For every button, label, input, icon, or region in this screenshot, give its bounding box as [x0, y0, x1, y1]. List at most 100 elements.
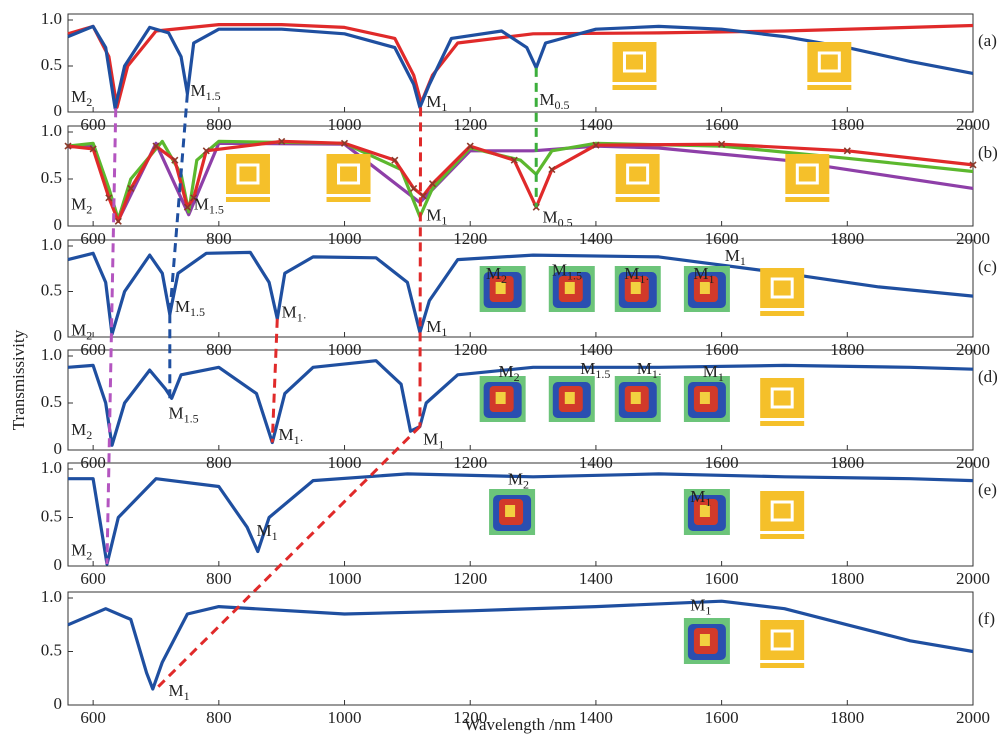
mode-label: M1.5	[580, 359, 610, 381]
icon-body	[760, 491, 804, 531]
mode-label: M1	[426, 92, 447, 114]
mode-label: M2	[508, 470, 529, 492]
y-tick-label: 0	[54, 694, 63, 713]
y-tick-label: 0	[54, 101, 63, 120]
x-tick-label: 1400	[579, 453, 613, 472]
mode-label-base: M	[169, 403, 184, 422]
x-tick-label: 1800	[830, 229, 864, 248]
x-tick-label: 1400	[579, 115, 613, 134]
x-tick-label: 1600	[705, 708, 739, 727]
x-tick-label: 800	[206, 115, 232, 134]
mode-label-base: M	[693, 264, 708, 283]
x-tick-label: 1200	[453, 453, 487, 472]
y-tick-label: 0.5	[41, 55, 62, 74]
mode-label-sub: 1	[184, 689, 190, 703]
mode-label-sub: 1	[272, 529, 278, 543]
mode-label-base: M	[279, 425, 294, 444]
page: {"shared": {"y_label": "Transmissivity",…	[0, 0, 1005, 736]
guide-line	[156, 427, 420, 689]
field-yellow	[631, 392, 641, 404]
mode-label-base: M	[175, 297, 190, 316]
mode-label-sub: 1·	[639, 272, 649, 286]
mode-label: M1	[257, 521, 278, 543]
x-tick-label: 1400	[579, 229, 613, 248]
y-tick-label: 1.0	[41, 458, 62, 477]
mode-label: M1	[690, 595, 711, 617]
mode-label-base: M	[690, 595, 705, 614]
field-yellow	[505, 505, 515, 517]
x-tick-label: 800	[206, 229, 232, 248]
mode-label: M2	[71, 320, 92, 342]
x-tick-label: 1800	[830, 453, 864, 472]
mode-label-base: M	[257, 521, 272, 540]
icon-body	[807, 42, 851, 82]
mode-label-sub: 2	[86, 328, 92, 342]
mode-label-sub: 1·	[652, 367, 662, 381]
icon-body	[760, 268, 804, 308]
mode-label-sub: 1.5	[206, 89, 221, 103]
y-tick-label: 0	[54, 215, 63, 234]
x-tick-label: 1600	[705, 453, 739, 472]
structure-icon	[760, 378, 804, 426]
structure-icon	[760, 620, 804, 668]
mode-label-base: M	[580, 359, 595, 378]
y-tick-label: 0	[54, 326, 63, 345]
mode-label-sub: 1.5	[209, 202, 224, 216]
icon-bar	[612, 85, 656, 90]
x-tick-label: 1400	[579, 569, 613, 588]
x-tick-label: 1800	[830, 569, 864, 588]
mode-label: M1	[426, 317, 447, 339]
mode-label-sub: 1	[438, 437, 444, 451]
mode-label-base: M	[426, 92, 441, 111]
mode-label-sub: 1	[705, 495, 711, 509]
mode-label: M2	[499, 362, 520, 384]
mode-label: M1·	[279, 425, 304, 447]
mode-label: M1.5	[175, 297, 205, 319]
mode-label-base: M	[703, 362, 718, 381]
mode-label-sub: 2	[86, 95, 92, 109]
mode-label-sub: 1	[441, 213, 447, 227]
x-tick-label: 1000	[328, 229, 362, 248]
x-tick-label: 800	[206, 453, 232, 472]
x-tick-label: 1800	[830, 115, 864, 134]
series-line	[68, 601, 973, 689]
x-tick-label: 600	[80, 569, 106, 588]
panel-label: (e)	[978, 480, 997, 499]
panel-label: (f)	[978, 609, 995, 628]
x-tick-label: 1200	[453, 569, 487, 588]
icon-bar	[760, 663, 804, 668]
mode-label-sub: 1.5	[567, 268, 582, 282]
icon-bar	[226, 197, 270, 202]
mode-label-sub: 1	[441, 325, 447, 339]
x-tick-label: 1200	[453, 115, 487, 134]
guide-line	[420, 107, 421, 426]
x-tick-label: 1200	[453, 229, 487, 248]
mode-label-sub: 1·	[294, 433, 304, 447]
mode-label-base: M	[624, 264, 639, 283]
icon-body	[616, 154, 660, 194]
x-tick-label: 1600	[705, 115, 739, 134]
icon-bar	[760, 421, 804, 426]
y-tick-label: 0.5	[41, 506, 62, 525]
y-tick-label: 1.0	[41, 9, 62, 28]
field-map	[684, 618, 730, 664]
mode-label-base: M	[71, 320, 86, 339]
y-tick-label: 0	[54, 439, 63, 458]
mode-label-sub: 2	[86, 428, 92, 442]
icon-body	[612, 42, 656, 82]
y-tick-label: 0.5	[41, 392, 62, 411]
icon-bar	[327, 197, 371, 202]
x-tick-label: 600	[80, 708, 106, 727]
mode-label: M1.5	[552, 260, 582, 282]
y-axis-label: Transmissivity	[9, 329, 28, 430]
mode-label-sub: 1	[708, 272, 714, 286]
x-tick-label: 800	[206, 340, 232, 359]
structure-icon	[612, 42, 656, 90]
y-tick-label: 1.0	[41, 587, 62, 606]
structure-icon	[760, 491, 804, 539]
y-tick-label: 0.5	[41, 168, 62, 187]
x-tick-label: 1800	[830, 340, 864, 359]
mode-label: M1·	[637, 359, 662, 381]
mode-label-base: M	[508, 470, 523, 489]
mode-label-base: M	[542, 207, 557, 226]
